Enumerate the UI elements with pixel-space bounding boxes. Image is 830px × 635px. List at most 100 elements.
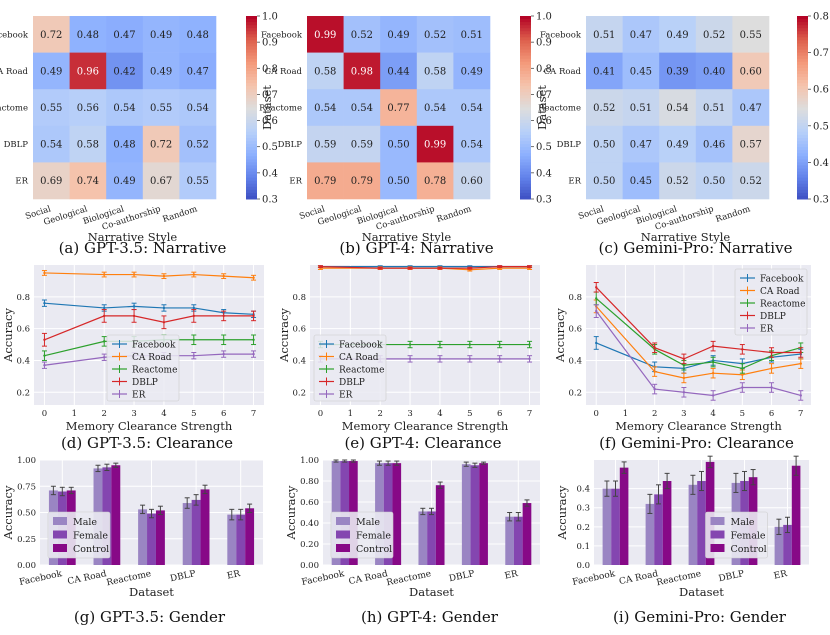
- heatmap-cell-label: 0.79: [351, 176, 373, 187]
- heatmap-cell: [416, 89, 454, 127]
- colorbar-segment: [797, 28, 808, 32]
- heatmap-cell: [179, 89, 217, 127]
- heatmap-cell-label: 0.50: [387, 140, 409, 151]
- y-tick-label: ER: [568, 177, 581, 187]
- legend-label: ER: [760, 325, 774, 335]
- heatmap-cell: [179, 162, 217, 200]
- colorbar-segment: [520, 180, 531, 185]
- data-point: [595, 297, 598, 300]
- heatmap-cell: [106, 162, 144, 200]
- data-point: [682, 357, 686, 361]
- colorbar-segment: [797, 122, 808, 127]
- data-point: [192, 306, 196, 310]
- colorbar-segment: [797, 110, 808, 115]
- legend-label: Control: [73, 544, 109, 555]
- y-tick-label: 0.00: [17, 561, 36, 571]
- data-point: [711, 344, 715, 348]
- panel-caption: (h) GPT-4: Gender: [361, 608, 499, 626]
- legend-label: Facebook: [132, 341, 176, 351]
- colorbar-segment: [520, 138, 531, 142]
- colorbar-segment: [520, 55, 531, 60]
- bar-control: [392, 463, 402, 565]
- heatmap-cell: [732, 125, 770, 163]
- x-tick-label: Facebook: [572, 569, 617, 588]
- panel-caption: (b) GPT-4: Narrative: [339, 239, 493, 257]
- colorbar-tick-label: 0.8: [536, 64, 552, 75]
- data-point: [162, 321, 166, 324]
- colorbar-segment: [246, 37, 257, 41]
- heatmap-cell-label: 0.51: [593, 30, 615, 41]
- heatmap-cell-label: 0.54: [113, 103, 135, 114]
- colorbar-segment: [246, 25, 257, 29]
- bar-female: [697, 481, 706, 565]
- colorbar-segment: [520, 89, 531, 93]
- heatmap-cell: [732, 162, 770, 200]
- heatmap-cell: [416, 162, 454, 200]
- data-point: [711, 394, 715, 397]
- colorbar-segment: [246, 128, 257, 133]
- heatmap-cell-label: 0.99: [424, 140, 446, 151]
- data-point: [498, 343, 501, 346]
- colorbar-segment: [246, 186, 257, 191]
- data-point: [192, 354, 196, 357]
- colorbar-segment: [246, 168, 257, 173]
- line-panel-0: 0.2 0.4 0.6 0.8 0 1 2 3 4 5 6 7 Facebook CA Road React…: [1, 265, 264, 452]
- heatmap-panel-2: 0.51 0.47 0.49 0.52 0.550.41 0.45 0.39 0.40 0.60…: [535, 12, 829, 258]
- data-point: [682, 391, 686, 394]
- legend-box: [313, 334, 387, 402]
- heatmap-cell-label: 0.47: [740, 103, 762, 114]
- colorbar-tick-label: 0.3: [262, 195, 278, 206]
- heatmap-cell: [307, 52, 344, 90]
- x-tick-label: DBLP: [718, 569, 745, 584]
- y-tick-label: 0.0: [576, 561, 590, 571]
- heatmap-cell-label: 0.54: [461, 103, 483, 114]
- heatmap-cell: [586, 16, 623, 53]
- colorbar-segment: [797, 52, 808, 57]
- data-point: [132, 305, 136, 308]
- colorbar-tick-label: 0.7: [262, 90, 278, 101]
- colorbar-segment: [797, 58, 808, 63]
- y-tick-label: 0.2: [576, 523, 590, 533]
- heatmap-cell-label: 0.60: [740, 66, 762, 77]
- heatmap-cell: [307, 125, 344, 163]
- heatmap-cell-label: 0.47: [113, 30, 135, 41]
- heatmap-cell: [622, 162, 660, 200]
- colorbar-tick-label: 0.3: [536, 195, 552, 206]
- data-point: [162, 274, 166, 278]
- y-tick-label: CA Road: [0, 67, 29, 77]
- colorbar-segment: [797, 116, 808, 121]
- bar-control: [435, 485, 445, 565]
- y-tick-label: 0.6: [568, 325, 582, 335]
- heatmap-cell: [453, 125, 491, 163]
- heatmap-cell: [622, 89, 660, 127]
- heatmap-cell: [695, 16, 733, 53]
- x-tick-label: ER: [226, 569, 241, 582]
- bar-female: [236, 514, 246, 565]
- colorbar-segment: [520, 49, 531, 54]
- y-tick-label: Reactome: [538, 104, 581, 114]
- heatmap-cell-label: 0.52: [703, 30, 725, 41]
- legend-label: Male: [731, 517, 755, 528]
- y-tick-label: 1.00: [17, 456, 36, 466]
- colorbar-segment: [246, 165, 257, 169]
- heatmap-cell: [33, 89, 70, 127]
- colorbar-segment: [520, 134, 531, 139]
- colorbar-segment: [520, 153, 531, 157]
- colorbar-segment: [797, 150, 808, 154]
- colorbar-segment: [520, 110, 531, 115]
- heatmap-cell: [586, 52, 623, 90]
- colorbar-segment: [520, 183, 531, 188]
- panel-caption: (c) Gemini-Pro: Narrative: [599, 239, 793, 257]
- colorbar-segment: [246, 73, 257, 78]
- x-tick-label: 3: [681, 409, 686, 419]
- colorbar-segment: [246, 110, 257, 115]
- bar-control: [522, 503, 532, 565]
- y-tick-label: 0.2: [16, 388, 30, 398]
- heatmap-cell: [586, 125, 623, 163]
- heatmap-cell-label: 0.51: [461, 30, 483, 41]
- heatmap-cell-label: 0.46: [703, 140, 725, 151]
- colorbar-segment: [797, 153, 808, 157]
